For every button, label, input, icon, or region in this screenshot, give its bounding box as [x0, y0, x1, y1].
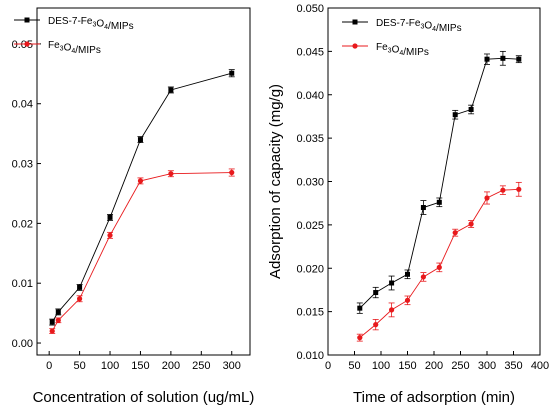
x-tick-label: 0: [46, 360, 52, 372]
data-point: [373, 290, 379, 296]
y-axis-title: Adsorption of capacity (mg/g): [267, 84, 284, 279]
x-tick-label: 400: [531, 360, 549, 372]
data-point: [452, 112, 458, 118]
y-tick-label: 0.020: [296, 263, 324, 275]
data-point: [137, 137, 143, 143]
x-tick-label: 100: [101, 360, 119, 372]
y-tick-label: 0.010: [296, 350, 324, 362]
y-tick-label: 0.015: [296, 307, 324, 319]
data-point: [484, 56, 490, 62]
data-point: [357, 305, 363, 311]
y-tick-label: 0.040: [296, 90, 324, 102]
data-point: [107, 214, 113, 220]
x-tick-label: 200: [162, 360, 180, 372]
data-point: [484, 195, 490, 201]
data-point: [49, 319, 55, 325]
data-point: [452, 230, 458, 236]
data-point: [389, 307, 395, 313]
y-tick-label: 0.035: [296, 133, 324, 145]
x-tick-label: 0: [325, 360, 331, 372]
data-point: [229, 70, 235, 76]
data-point: [468, 221, 474, 227]
legend-label: DES-7-Fe3O4/MIPs: [48, 16, 134, 32]
y-tick-label: 0.050: [296, 3, 324, 15]
data-point: [516, 56, 522, 62]
y-tick-label: 0.030: [296, 177, 324, 189]
x-tick-label: 300: [223, 360, 241, 372]
legend-label: DES-7-Fe3O4/MIPs: [376, 18, 462, 34]
x-tick-label: 350: [504, 360, 522, 372]
x-axis-title: Time of adsorption (min): [353, 389, 515, 406]
series-line: [51, 172, 232, 332]
data-point: [404, 297, 411, 303]
legend-marker: [24, 41, 30, 47]
data-point: [500, 187, 506, 193]
data-point: [357, 335, 363, 341]
data-point: [229, 169, 235, 176]
data-point: [49, 328, 55, 334]
x-tick-label: 50: [348, 360, 360, 372]
y-tick-label: 0.01: [12, 278, 33, 290]
y-tick-label: 0.02: [12, 218, 33, 230]
right-chart-panel: 0 50 100 150 200 250 300 350 400 0.010 0.015 0.020 0…: [267, 3, 549, 406]
legend-label: Fe3O4/MIPs: [376, 42, 429, 58]
x-tick-label: 100: [372, 360, 390, 372]
series-fe3o4-mips: [49, 168, 235, 334]
legend-marker: [352, 43, 358, 49]
data-point: [420, 205, 426, 211]
x-tick-label: 150: [131, 360, 149, 372]
x-tick-label: 300: [478, 360, 496, 372]
data-point: [55, 309, 61, 315]
legend-label: Fe3O4/MIPs: [48, 40, 101, 56]
data-point: [405, 271, 410, 277]
series-des-7-fe3o4-mips: [356, 50, 522, 314]
x-tick-label: 50: [73, 360, 85, 372]
data-point: [168, 171, 174, 177]
y-tick-label: 0.03: [12, 159, 33, 171]
x-tick-label: 150: [398, 360, 416, 372]
data-point: [137, 178, 144, 184]
x-tick-label: 250: [192, 360, 210, 372]
legend-marker: [352, 19, 358, 25]
series-fe3o4-mips: [356, 181, 522, 342]
data-point: [77, 284, 83, 290]
data-point: [55, 317, 61, 323]
data-point: [516, 186, 522, 192]
y-tick-label: 0.05: [12, 39, 33, 51]
x-tick-label: 200: [425, 360, 443, 372]
y-tick-label: 0.025: [296, 220, 324, 232]
data-point: [168, 87, 174, 93]
data-point: [389, 280, 395, 286]
data-point: [373, 322, 379, 328]
y-tick-label: 0.00: [12, 338, 33, 350]
left-chart-panel: 0 50 100 150 200 250 300 0.00 0.01 0.02 0.03 0.04 0.…: [12, 7, 255, 406]
data-point: [436, 199, 442, 205]
data-point: [500, 55, 506, 61]
y-tick-label: 0.045: [296, 46, 324, 58]
data-point: [420, 274, 426, 280]
x-tick-label: 250: [451, 360, 469, 372]
data-point: [468, 106, 474, 112]
legend-marker: [24, 17, 30, 23]
series-des-7-fe3o4-mips: [49, 69, 235, 326]
y-tick-label: 0.04: [12, 99, 33, 111]
plot-frame: [36, 7, 251, 356]
data-point: [77, 296, 83, 302]
x-axis-title: Concentration of solution (ug/mL): [33, 389, 255, 406]
data-point: [107, 232, 113, 238]
data-point: [436, 264, 442, 270]
